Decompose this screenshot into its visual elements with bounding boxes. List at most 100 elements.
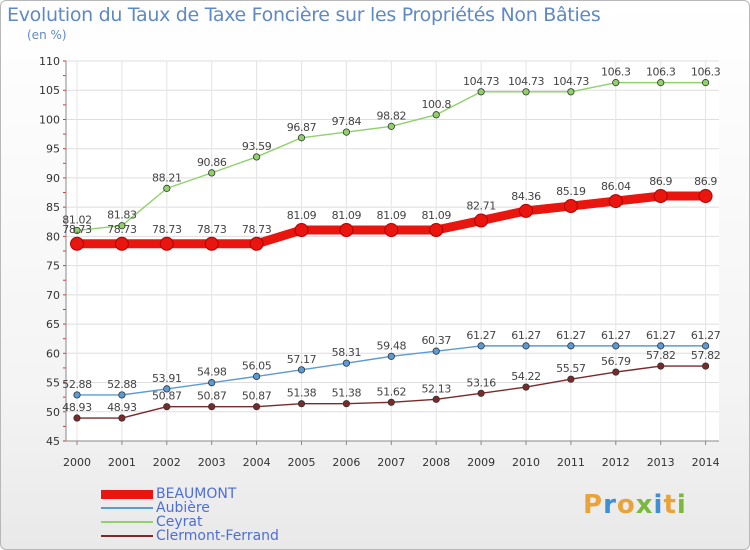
legend-item: Ceyrat: [101, 515, 361, 529]
data-point: [432, 111, 440, 119]
logo-letter: P: [583, 490, 604, 520]
x-tick-label: 2000: [63, 456, 91, 469]
data-point: [387, 398, 395, 406]
data-point: [118, 391, 126, 399]
data-label: 50.87: [152, 390, 182, 403]
data-label: 53.91: [152, 372, 182, 385]
data-label: 50.87: [197, 390, 227, 403]
legend-item: BEAUMONT: [101, 487, 361, 501]
data-label: 81.09: [332, 209, 362, 222]
data-point: [567, 375, 575, 383]
data-label: 55.57: [556, 362, 586, 375]
data-point: [73, 414, 81, 422]
data-label: 61.27: [511, 329, 541, 342]
data-label: 85.19: [556, 185, 586, 198]
y-tick-label: 75: [46, 260, 60, 273]
x-tick-label: 2003: [198, 456, 226, 469]
data-label: 82.71: [466, 200, 496, 213]
data-point: [653, 189, 668, 204]
logo-letter: t: [663, 490, 677, 520]
data-label: 104.73: [463, 75, 499, 88]
data-label: 86.9: [649, 175, 672, 188]
x-tick-label: 2002: [153, 456, 181, 469]
x-tick-label: 2007: [377, 456, 405, 469]
x-tick-label: 2006: [332, 456, 360, 469]
proxiti-logo: Proxiti: [583, 490, 687, 520]
data-point: [522, 383, 530, 391]
data-label: 52.13: [421, 382, 451, 395]
data-label: 57.82: [691, 349, 721, 362]
data-label: 78.73: [62, 223, 92, 236]
x-tick-label: 2005: [288, 456, 316, 469]
y-tick-label: 80: [46, 230, 60, 243]
data-label: 106.3: [691, 66, 721, 79]
data-point: [297, 366, 306, 374]
data-point: [297, 400, 306, 408]
legend-label: BEAUMONT: [156, 486, 237, 502]
data-point: [701, 362, 710, 370]
x-tick-label: 2011: [557, 456, 585, 469]
data-point: [297, 134, 306, 142]
data-label: 93.59: [242, 140, 272, 153]
data-label: 106.3: [601, 66, 631, 79]
legend-label: Clermont-Ferrand: [156, 528, 279, 544]
data-label: 81.09: [421, 209, 451, 222]
logo-letter: i: [676, 490, 687, 520]
data-point: [253, 153, 261, 161]
y-tick-label: 105: [39, 84, 60, 97]
x-tick-label: 2013: [647, 456, 675, 469]
data-point: [657, 79, 665, 87]
chart-title: Evolution du Taux de Taxe Foncière sur l…: [7, 4, 601, 26]
y-tick-label: 95: [46, 143, 60, 156]
data-label: 81.83: [107, 209, 137, 222]
y-tick-label: 70: [46, 289, 60, 302]
data-label: 100.8: [421, 98, 451, 111]
data-point: [208, 169, 216, 177]
data-label: 104.73: [553, 75, 589, 88]
y-tick-label: 60: [46, 347, 60, 360]
data-label: 57.17: [287, 353, 317, 366]
data-label: 61.27: [466, 329, 496, 342]
data-point: [339, 223, 354, 238]
data-label: 78.73: [242, 223, 272, 236]
data-point: [342, 400, 350, 408]
data-label: 78.73: [197, 223, 227, 236]
data-point: [118, 222, 126, 230]
legend-item: Clermont-Ferrand: [101, 529, 361, 543]
data-point: [612, 79, 620, 87]
legend-item: Aubière: [101, 501, 361, 515]
data-label: 81.02: [62, 213, 92, 226]
data-label: 52.88: [62, 378, 92, 391]
data-label: 61.27: [601, 329, 631, 342]
y-tick-label: 100: [39, 113, 60, 126]
data-point: [522, 88, 530, 96]
data-point: [698, 189, 713, 204]
legend-label: Aubière: [156, 500, 210, 516]
data-label: 56.05: [242, 359, 272, 372]
logo-letter: i: [653, 490, 664, 520]
data-point: [612, 342, 620, 350]
data-point: [342, 359, 350, 367]
data-label: 61.27: [646, 329, 676, 342]
data-point: [208, 379, 216, 387]
data-label: 96.87: [287, 121, 317, 134]
data-point: [701, 342, 710, 350]
x-tick-label: 2010: [512, 456, 540, 469]
data-label: 54.98: [197, 366, 227, 379]
data-point: [474, 213, 489, 228]
data-point: [163, 403, 171, 411]
unit-label: (en %): [27, 28, 67, 42]
data-point: [432, 395, 440, 403]
data-label: 81.09: [377, 209, 407, 222]
data-label: 81.09: [287, 209, 317, 222]
data-label: 58.31: [332, 346, 362, 359]
data-point: [342, 128, 350, 136]
data-label: 51.38: [332, 387, 362, 400]
data-point: [384, 223, 399, 238]
data-point: [118, 414, 126, 422]
data-label: 48.93: [107, 401, 137, 414]
data-label: 52.88: [107, 378, 137, 391]
data-point: [70, 236, 84, 251]
legend-label: Ceyrat: [156, 514, 203, 530]
